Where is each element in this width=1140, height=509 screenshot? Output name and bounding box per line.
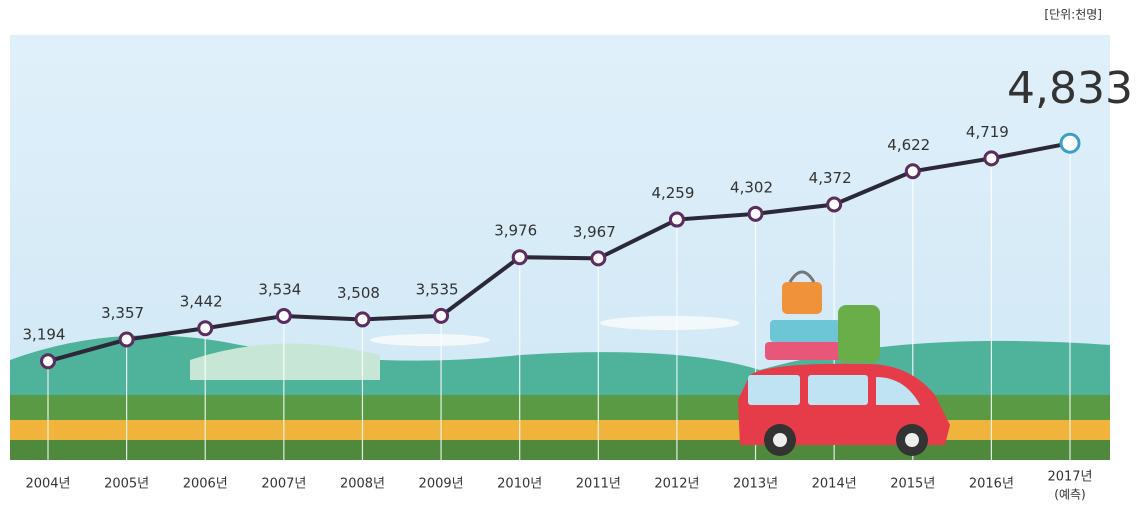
x-tick-label: 2015년 <box>890 477 935 492</box>
car-illustration <box>738 270 950 456</box>
x-tick-label: 2006년 <box>183 477 228 492</box>
value-label: 3,357 <box>101 304 144 322</box>
data-point <box>983 150 1000 167</box>
x-tick-label: 2013년 <box>733 477 778 492</box>
x-tick-label: 2009년 <box>419 477 464 492</box>
data-point <box>433 307 450 324</box>
data-point <box>668 211 685 228</box>
x-tick-label: 2005년 <box>104 477 149 492</box>
x-tick-label: 2011년 <box>576 477 621 492</box>
x-tick-label: 2017년 <box>1047 470 1092 485</box>
value-label: 3,976 <box>494 222 537 240</box>
data-point <box>1059 132 1081 154</box>
value-label: 3,442 <box>180 293 223 311</box>
data-point <box>40 353 56 370</box>
value-label: 3,967 <box>573 223 616 241</box>
data-point <box>275 307 292 324</box>
value-label: 3,535 <box>416 280 459 298</box>
value-label: 3,534 <box>258 280 301 298</box>
x-tick-label: 2004년 <box>25 477 70 492</box>
data-point <box>590 250 607 267</box>
value-label: 4,372 <box>809 169 852 187</box>
x-tick-label: 2008년 <box>340 477 385 492</box>
value-label: 4,833 <box>1007 63 1133 114</box>
value-label: 4,719 <box>966 123 1009 141</box>
data-point <box>904 163 921 180</box>
data-point <box>118 331 135 348</box>
value-label: 4,259 <box>651 184 694 202</box>
value-label: 4,302 <box>730 178 773 196</box>
value-label: 3,194 <box>23 326 66 344</box>
x-tick-label: 2016년 <box>969 477 1014 492</box>
x-tick-label: 2012년 <box>654 477 699 492</box>
unit-label: [단위:천명] <box>1044 7 1102 22</box>
data-point <box>197 320 214 337</box>
data-point <box>826 196 843 213</box>
forecast-label: (예측) <box>1054 488 1085 502</box>
value-label: 4,622 <box>887 136 930 154</box>
data-point <box>747 205 764 222</box>
value-label: 3,508 <box>337 284 380 302</box>
x-tick-label: 2007년 <box>261 477 306 492</box>
data-line <box>47 141 1071 364</box>
x-tick-label: 2010년 <box>497 477 542 492</box>
data-point <box>511 249 528 266</box>
x-tick-label: 2014년 <box>812 477 857 492</box>
data-point <box>354 311 371 328</box>
